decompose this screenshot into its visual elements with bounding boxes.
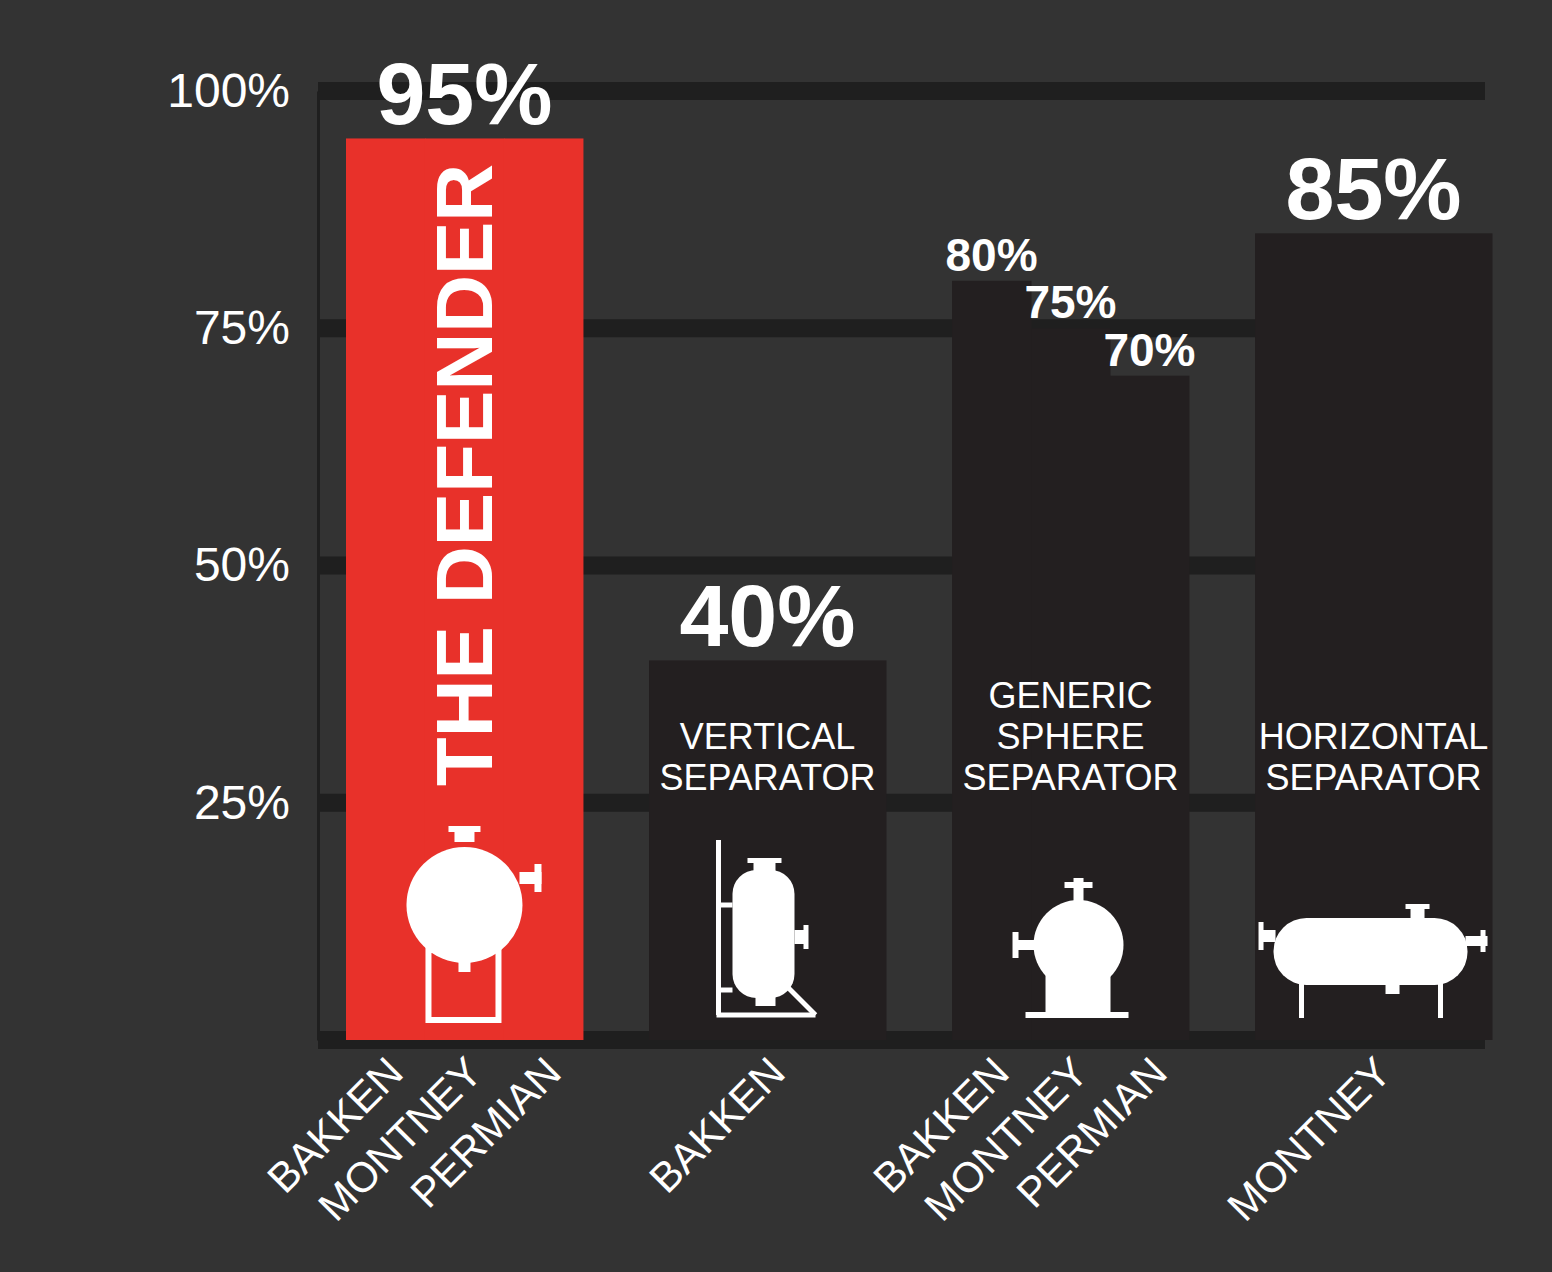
series-name-line: GENERIC: [988, 675, 1152, 716]
icon-part: [1016, 940, 1038, 950]
icon-part: [1026, 1012, 1129, 1018]
series-name-line: SEPARATOR: [659, 757, 875, 798]
y-tick: 25%: [194, 776, 318, 829]
icon-part: [785, 985, 815, 1015]
icons: [406, 826, 1487, 1020]
texts: 95%THE DEFENDERBAKKENMONTNEYPERMIAN40%VE…: [258, 44, 1488, 1229]
y-tick: 75%: [194, 301, 318, 354]
icon-part: [718, 903, 732, 908]
icon-part: [1046, 975, 1111, 1015]
category-label: PERMIAN: [401, 1048, 570, 1217]
series-name-line: VERTICAL: [680, 716, 855, 757]
icon-part: [747, 858, 781, 863]
y-axis: 25% 50% 75% 100%: [167, 64, 318, 1041]
series-name: HORIZONTALSEPARATOR: [1259, 716, 1488, 798]
icon-part: [1013, 932, 1019, 958]
icon-part: [1274, 918, 1468, 985]
category-label: PERMIAN: [1007, 1048, 1176, 1217]
y-tick-label: 25%: [194, 776, 290, 829]
data-label: 75%: [1024, 276, 1116, 328]
icon-part: [1481, 930, 1486, 952]
bar: [1255, 233, 1492, 1040]
icon: [1013, 878, 1129, 1018]
icon-part: [458, 958, 470, 972]
icon-part: [755, 994, 775, 1006]
icon-part: [1065, 882, 1093, 888]
y-tick-label: 100%: [167, 64, 290, 117]
series-name-line: SEPARATOR: [1265, 757, 1481, 798]
icon-part: [1259, 922, 1264, 950]
icon-part: [1074, 878, 1084, 903]
chart: 25% 50% 75% 100% 95% THE DEFENDER BAKKEN MONTNE…: [0, 0, 1552, 1272]
icon-part: [448, 826, 480, 832]
y-axis-line: [317, 92, 320, 1041]
series-name-line: SPHERE: [996, 716, 1144, 757]
icon: [716, 840, 815, 1015]
icon-part: [1386, 982, 1400, 994]
category-label: BAKKEN: [640, 1048, 794, 1202]
icon-part: [406, 847, 522, 963]
data-label: 40%: [679, 566, 855, 665]
icon: [1259, 904, 1488, 1018]
background: [0, 0, 1552, 1272]
icon-part: [718, 988, 732, 993]
series-name: GENERICSPHERESEPARATOR: [962, 675, 1178, 798]
series-name-line: HORIZONTAL: [1259, 716, 1488, 757]
data-label: 70%: [1103, 324, 1195, 376]
icon: [406, 826, 541, 1020]
icon-part: [732, 870, 794, 998]
bar: [952, 281, 1031, 1040]
y-tick: 50%: [194, 538, 318, 591]
y-tick-label: 75%: [194, 301, 290, 354]
bars: [346, 138, 1493, 1040]
icon-part: [803, 925, 808, 949]
bar: [649, 660, 886, 1040]
icon-part: [716, 1013, 815, 1018]
series-name: VERTICALSEPARATOR: [659, 716, 875, 798]
icon-part: [1406, 904, 1430, 909]
icon-part: [1262, 930, 1276, 942]
data-label: 95%: [376, 44, 552, 143]
data-label: 85%: [1285, 139, 1461, 238]
icon-part: [534, 864, 541, 892]
series-name: THE DEFENDER: [420, 164, 509, 786]
icon-part: [428, 950, 498, 1020]
category-label: MONTNEY: [1218, 1048, 1400, 1230]
series-name-line: SEPARATOR: [962, 757, 1178, 798]
y-tick: 100%: [167, 64, 318, 117]
data-label: 80%: [945, 229, 1037, 281]
y-tick-label: 50%: [194, 538, 290, 591]
